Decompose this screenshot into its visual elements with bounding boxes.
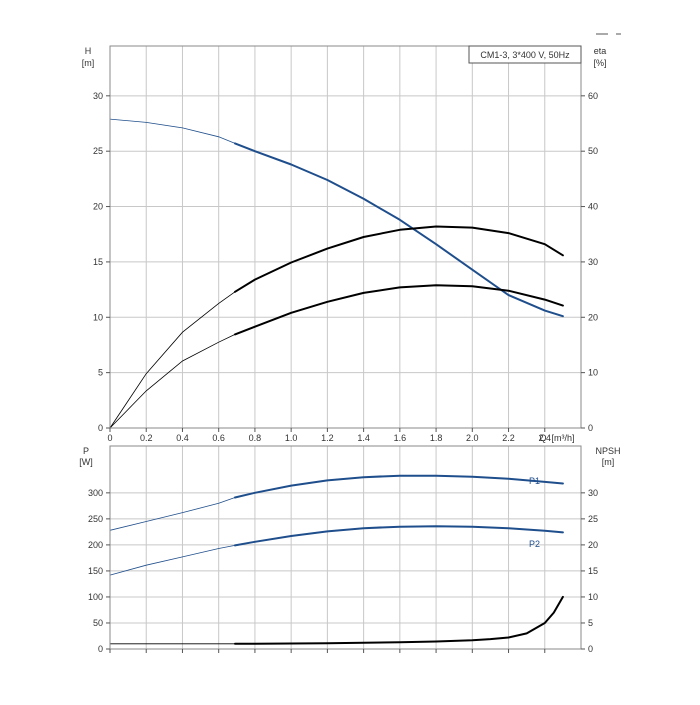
x-tick-label: 2.0 [466,433,479,443]
head-series-3-curve [234,284,564,336]
right-y-tick-label: 30 [588,488,598,498]
x-tick-label: 0.2 [140,433,153,443]
x-tick-label: 1.6 [394,433,407,443]
left-y-tick-label: 10 [93,312,103,322]
left-y-tick-label: 5 [98,368,103,378]
head-series-1-curve [234,142,564,318]
npsh-axis-label: NPSH [595,446,620,456]
left-y-tick-label: 300 [88,488,103,498]
x-tick-label: 0.4 [176,433,189,443]
head-efficiency-plot-frame [109,45,582,429]
power-series-p2-curve-extended [109,545,236,576]
left-y-tick-label: 0 [98,644,103,654]
x-tick-label: 1.2 [321,433,334,443]
chart-title-box: CM1-3, 3*400 V, 50Hz [468,45,582,64]
left-y-tick-label: 20 [93,202,103,212]
head-efficiency-panel: 0 0.2 0.4 0.6 0.8 1.0 1.2 1.4 1.6 1.8 2.0 2.2 2.4 0 5 1… [82,45,607,443]
p2-series-label: P2 [529,539,540,549]
efficiency-axis-label: eta [594,46,607,56]
x-tick-label: 0.8 [249,433,262,443]
x-tick-label: 2.2 [502,433,515,443]
x-tick-label: 1.0 [285,433,298,443]
flow-axis-label: Q [539,433,546,443]
right-y-tick-label: 60 [588,91,598,101]
chart-title: CM1-3, 3*400 V, 50Hz [480,50,570,60]
left-y-tick-label: 150 [88,566,103,576]
right-y-tick-label: 25 [588,514,598,524]
right-y-tick-label: 40 [588,202,598,212]
power-axis-unit: [W] [79,457,93,467]
left-y-tick-label: 200 [88,540,103,550]
right-y-tick-label: 10 [588,368,598,378]
power-axis-label: P [83,446,89,456]
right-y-tick-label: 50 [588,146,598,156]
right-y-tick-label: 10 [588,592,598,602]
right-y-tick-label: 20 [588,312,598,322]
power-series-p1-curve-extended [109,497,236,531]
power-npsh-panel: 0 50 100 150 200 250 300 0 5 10 15 20 25 30 P [W] NPS… [79,445,621,654]
head-series-3-curve-extended [109,334,236,429]
left-y-tick-label: 25 [93,146,103,156]
left-y-tick-label: 250 [88,514,103,524]
head-series-1-curve-extended [109,118,236,144]
left-y-tick-label: 0 [98,423,103,433]
npsh-axis-unit: [m] [602,457,615,467]
p1-series-label: P1 [529,476,540,486]
right-y-tick-label: 20 [588,540,598,550]
efficiency-axis-unit: [%] [593,58,606,68]
right-y-tick-label: 0 [588,644,593,654]
flow-axis-unit: [m³/h] [551,433,574,443]
right-y-tick-label: 0 [588,423,593,433]
x-tick-label: 1.8 [430,433,443,443]
x-tick-label: 1.4 [357,433,370,443]
head-axis-unit: [m] [82,58,95,68]
right-y-tick-label: 15 [588,566,598,576]
right-y-tick-label: 30 [588,257,598,267]
x-tick-label: 0.6 [212,433,225,443]
left-y-tick-label: 100 [88,592,103,602]
left-y-tick-label: 30 [93,91,103,101]
power-npsh-plot-frame [109,445,582,650]
right-y-tick-label: 5 [588,618,593,628]
x-tick-label: 0 [107,433,112,443]
power-series-p1-curve [234,474,564,499]
left-y-tick-label: 50 [93,618,103,628]
head-series-2-curve-extended [109,291,236,429]
power-series-p2-curve [234,525,564,547]
x-tick-label: 2.4 [539,433,552,443]
left-y-tick-label: 15 [93,257,103,267]
head-series-2-curve [234,225,564,293]
head-axis-label: H [85,46,92,56]
power-series-3-curve [234,595,564,645]
